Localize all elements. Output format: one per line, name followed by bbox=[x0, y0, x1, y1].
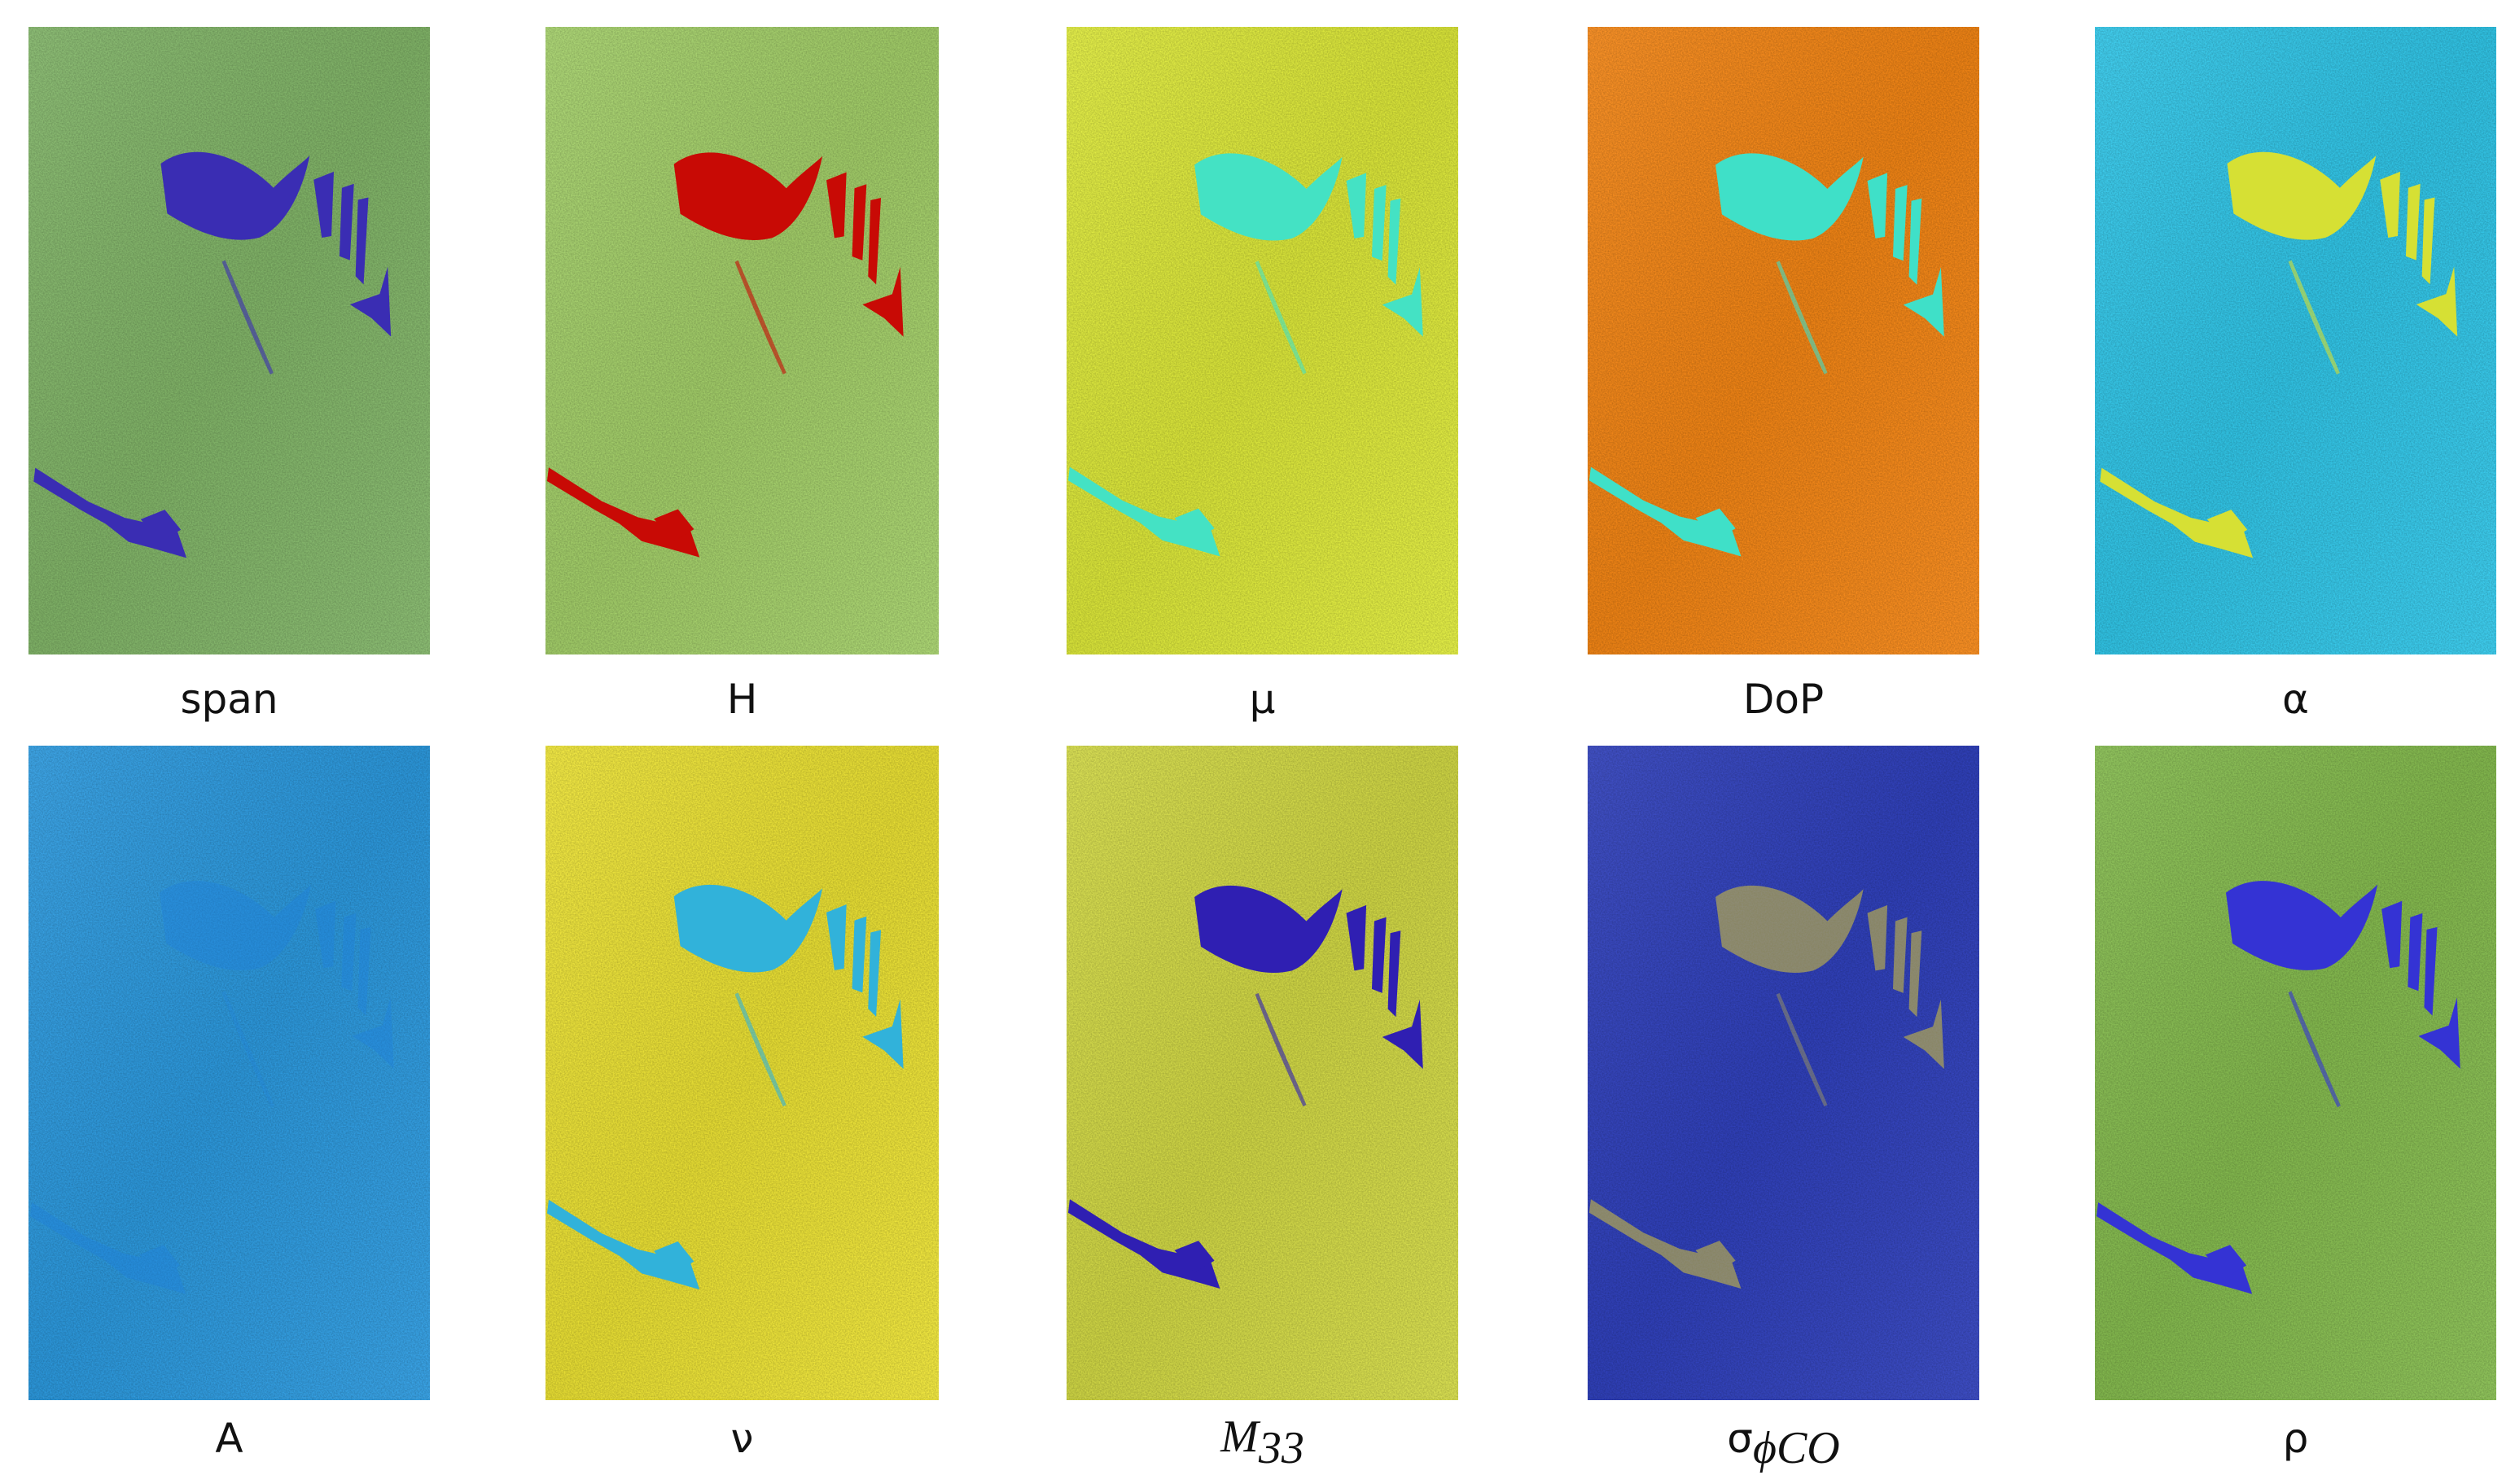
image-noise bbox=[2095, 746, 2496, 1400]
panel: M33 bbox=[1067, 746, 1458, 1473]
panel: α bbox=[2095, 27, 2496, 723]
panel-label: span bbox=[180, 676, 278, 723]
panel: span bbox=[28, 27, 430, 723]
label-subscript: ϕCO bbox=[1753, 1423, 1840, 1473]
label-text: ν bbox=[731, 1415, 754, 1462]
label-text: μ bbox=[1250, 676, 1276, 723]
label-text: ρ bbox=[2283, 1415, 2309, 1462]
panel: DoP bbox=[1588, 27, 1979, 723]
panel: σϕCO bbox=[1588, 746, 1979, 1473]
image-noise bbox=[1588, 746, 1979, 1400]
panel: ρ bbox=[2095, 746, 2496, 1462]
panel-label: H bbox=[727, 676, 758, 723]
panel-label: ν bbox=[731, 1415, 754, 1462]
label-text: σ bbox=[1727, 1415, 1753, 1462]
image-noise bbox=[546, 27, 939, 654]
panel: μ bbox=[1067, 27, 1458, 723]
image-noise bbox=[1067, 746, 1458, 1400]
panel: ν bbox=[546, 746, 939, 1462]
label-text: A bbox=[215, 1415, 243, 1462]
panel-label: A bbox=[215, 1415, 243, 1462]
panel-label: M33 bbox=[1220, 1412, 1304, 1473]
image-noise bbox=[1067, 27, 1458, 654]
image-noise bbox=[546, 746, 939, 1400]
panel-label: DoP bbox=[1743, 676, 1824, 723]
image-noise bbox=[28, 27, 430, 654]
label-text: M bbox=[1220, 1412, 1261, 1462]
image-noise bbox=[28, 746, 430, 1400]
panel-label: σϕCO bbox=[1727, 1415, 1839, 1473]
panel: A bbox=[28, 746, 430, 1462]
panel-label: μ bbox=[1250, 676, 1276, 723]
panel: H bbox=[546, 27, 939, 723]
panel-label: α bbox=[2282, 676, 2309, 723]
label-text: span bbox=[180, 676, 278, 723]
panel-label: ρ bbox=[2283, 1415, 2309, 1462]
label-text: H bbox=[727, 676, 758, 723]
label-text: α bbox=[2282, 676, 2309, 723]
label-text: DoP bbox=[1743, 676, 1824, 723]
image-noise bbox=[1588, 27, 1979, 654]
label-subscript: 33 bbox=[1258, 1423, 1304, 1473]
image-noise bbox=[2095, 27, 2496, 654]
